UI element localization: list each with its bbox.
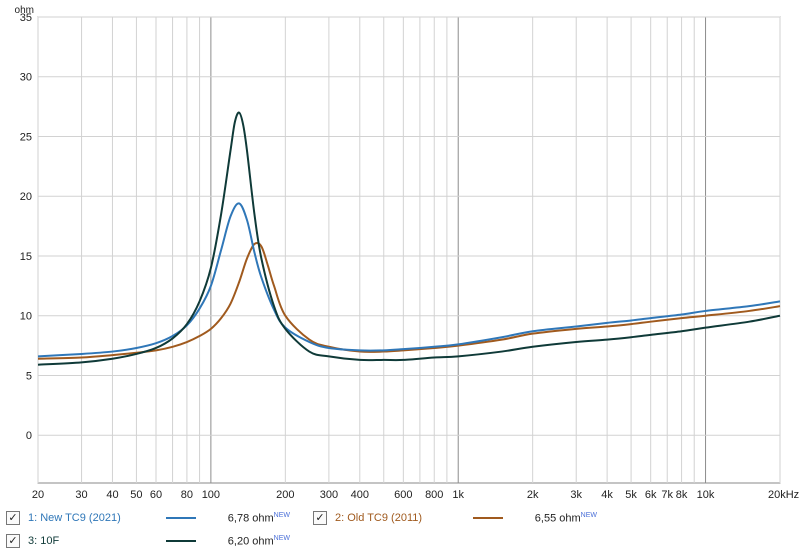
y-tick-label: 35: [20, 12, 32, 24]
series-3-label: 3: 10F: [28, 535, 60, 547]
y-unit-label: ohm: [15, 5, 34, 16]
y-tick-label: 25: [20, 131, 32, 143]
series-3-checkbox[interactable]: ✓: [6, 534, 20, 548]
series-2-label: 2: Old TC9 (2011): [335, 512, 423, 524]
x-tick-label: 400: [351, 489, 369, 500]
x-tick-label: 7k: [661, 489, 673, 500]
y-tick-label: 5: [26, 370, 32, 382]
new-badge: NEW: [273, 534, 290, 542]
x-tick-label: 300: [320, 489, 338, 500]
legend-item-1[interactable]: ✓ 1: New TC9 (2021) 6,78 ohmNEW: [6, 509, 290, 527]
x-tick-label: 5k: [625, 489, 637, 500]
new-badge: NEW: [580, 511, 597, 519]
x-tick-label: 10k: [697, 489, 715, 500]
series-line-3: [37, 111, 781, 366]
x-tick-label: 20: [32, 489, 44, 500]
x-tick-label: 20kHz: [768, 489, 799, 500]
plot-area: [37, 16, 781, 484]
series-2-value: 6,55 ohm: [534, 512, 581, 525]
x-tick-label: 60: [150, 489, 162, 500]
x-tick-label: 4k: [601, 489, 613, 500]
series-line-2: [37, 241, 781, 360]
x-tick-label: 1k: [452, 489, 464, 500]
legend-item-2[interactable]: ✓ 2: Old TC9 (2011) 6,55 ohmNEW: [313, 509, 597, 527]
new-badge: NEW: [273, 511, 290, 519]
series-3-value: 6,20 ohm: [227, 535, 274, 548]
y-tick-label: 20: [20, 191, 32, 203]
y-tick-label: 15: [20, 251, 32, 263]
series-3-swatch: [166, 540, 196, 542]
series-1-label: 1: New TC9 (2021): [28, 512, 121, 524]
series-2-swatch: [473, 517, 503, 519]
series-1-swatch: [166, 517, 196, 519]
x-tick-label: 800: [425, 489, 443, 500]
x-tick-label: 80: [181, 489, 193, 500]
x-tick-label: 40: [106, 489, 118, 500]
x-tick-label: 200: [276, 489, 294, 500]
x-tick-label: 6k: [645, 489, 657, 500]
x-tick-label: 8k: [676, 489, 688, 500]
x-tick-label: 30: [75, 489, 87, 500]
y-tick-label: 0: [26, 430, 32, 442]
x-tick-label: 600: [394, 489, 412, 500]
x-tick-label: 50: [130, 489, 142, 500]
legend-item-3[interactable]: ✓ 3: 10F 6,20 ohmNEW: [6, 532, 290, 550]
y-tick-label: 30: [20, 72, 32, 84]
x-tick-label: 3k: [570, 489, 582, 500]
series-1-value: 6,78 ohm: [227, 512, 274, 525]
y-tick-label: 10: [20, 311, 32, 323]
x-tick-label: 2k: [527, 489, 539, 500]
series-1-checkbox[interactable]: ✓: [6, 511, 20, 525]
x-tick-label: 100: [202, 489, 220, 500]
series-2-checkbox[interactable]: ✓: [313, 511, 327, 525]
